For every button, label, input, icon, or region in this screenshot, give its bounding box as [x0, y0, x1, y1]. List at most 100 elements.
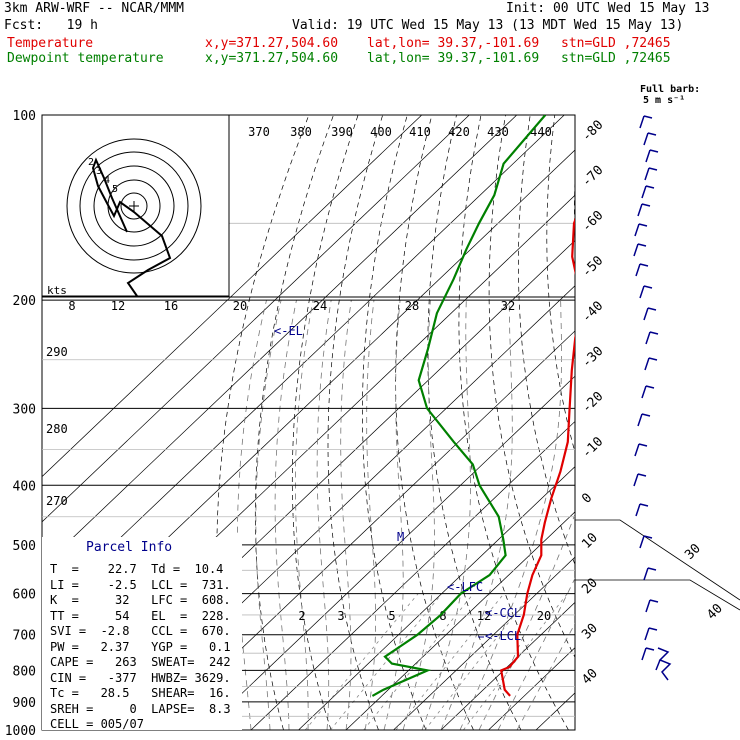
pressure-tick-label: 1000	[5, 724, 36, 739]
pressure-tick-label: 100	[13, 109, 36, 124]
wind-barb-flag	[637, 243, 647, 247]
hodograph-ring	[66, 138, 202, 274]
wind-barb	[639, 535, 645, 549]
isotherm-line	[298, 466, 575, 730]
wind-barb	[645, 599, 651, 613]
wind-barb	[634, 223, 640, 237]
wind-barb-flag	[637, 473, 647, 477]
hodograph-speed-label: 16	[164, 299, 178, 313]
legend-temperature-xy: x,y=371.27,504.60	[205, 36, 339, 51]
legend-temperature-latlon: lat,lon= 39.37,-101.69	[367, 36, 540, 51]
barb-legend-line2: 5 m s⁻¹	[643, 95, 686, 106]
mixing-ratio-label: 3	[337, 609, 344, 623]
isotherm-label: 40	[704, 601, 726, 623]
wind-barb-flag	[649, 599, 659, 603]
mixing-ratio-line	[330, 593, 443, 730]
hodograph-ring-label: 5	[112, 184, 118, 195]
wind-barb-flag	[648, 627, 658, 631]
pressure-tick-label: 800	[13, 664, 36, 679]
isotherm-line	[42, 115, 422, 478]
isotherm-line	[345, 511, 575, 730]
theta-e-label: 390	[331, 125, 353, 139]
hodograph-trace	[91, 157, 172, 297]
dry-adiabat-label: 280	[46, 422, 68, 436]
theta-e-label: 410	[409, 125, 431, 139]
lcl-marker: <-LCL	[485, 629, 522, 643]
isotherm-label: 0	[579, 491, 595, 507]
dry-adiabat-line	[727, 115, 740, 730]
isotherm-line	[42, 115, 565, 613]
model-title: 3km ARW-WRF -- NCAR/MMM	[4, 1, 185, 16]
wind-barb-flag	[641, 413, 651, 417]
parcel-row: Tc = 28.5 SHEAR= 16.	[50, 686, 231, 700]
legend-dewpoint-name: Dewpoint temperature	[7, 51, 164, 66]
temperature-profile	[499, 217, 575, 697]
isotherm-label: 10	[579, 530, 601, 552]
mixing-ratio-line	[363, 593, 474, 730]
el-marker: <-EL	[274, 324, 303, 338]
wind-barb-flag	[647, 567, 657, 571]
legend-temperature-name: Temperature	[7, 36, 94, 51]
hodograph-speed-label: 24	[313, 299, 327, 313]
wind-barb-flag	[648, 357, 658, 361]
wind-barb-flag	[647, 307, 657, 311]
isotherm-label: 30	[579, 621, 601, 643]
hodograph-ring-label: 4	[104, 175, 110, 186]
wind-barb-flag	[649, 149, 659, 153]
wind-barb	[635, 503, 641, 517]
isotherm-label: -30	[579, 344, 606, 371]
parcel-row: LI = -2.5 LCL = 731.	[50, 578, 231, 592]
theta-e-label: 380	[290, 125, 312, 139]
isotherm-line	[42, 115, 470, 523]
isotherm-label: 40	[579, 666, 601, 688]
hodograph-ring	[120, 192, 148, 220]
isotherm-label: 20	[579, 576, 601, 598]
dry-adiabat-line	[395, 115, 474, 730]
pressure-tick-label: 200	[13, 294, 36, 309]
lfc-marker: <-LFC	[447, 580, 484, 594]
dry-adiabat-line	[702, 115, 740, 730]
pressure-tick-label: 500	[13, 539, 36, 554]
mixing-ratio-line	[395, 593, 505, 730]
legend-temperature-stn: stn=GLD ,72465	[561, 36, 671, 51]
isotherm-label: -70	[579, 163, 606, 190]
wind-barb-flag	[643, 115, 653, 119]
hodograph-speed-label: 8	[68, 299, 75, 313]
isotherm-label: 30	[682, 541, 704, 563]
theta-e-label: 420	[448, 125, 470, 139]
moist-adiabat-line	[516, 622, 575, 730]
isotherm-label: -60	[579, 208, 606, 235]
dry-adiabat-line	[574, 170, 575, 251]
dry-adiabat-label: 290	[46, 345, 68, 359]
isotherm-line	[584, 115, 740, 730]
wind-barb	[643, 567, 649, 581]
wind-barb	[644, 167, 650, 181]
legend-dewpoint-xy: x,y=371.27,504.60	[205, 51, 339, 66]
parcel-row: T = 22.7 Td = 10.4	[50, 562, 224, 576]
ccl-marker: <-CCL	[485, 606, 522, 620]
mixing-ratio-line	[424, 593, 532, 730]
dry-adiabat-line	[601, 115, 740, 730]
hodograph-unit-label: kts	[47, 284, 67, 297]
wind-barb-flag	[648, 167, 658, 171]
wind-barb-flag	[641, 203, 651, 207]
hodograph-speed-label: 32	[501, 299, 515, 313]
parcel-info-box	[42, 537, 242, 730]
valid-time: Valid: 19 UTC Wed 15 May 13 (13 MDT Wed …	[292, 18, 684, 33]
wind-barb-flag	[647, 132, 657, 136]
wind-barb	[639, 285, 645, 299]
forecast-hour: Fcst: 19 h	[4, 18, 98, 33]
isotherm-label: -50	[579, 253, 606, 280]
parcel-row: SREH = 0 LAPSE= 8.3	[50, 702, 231, 716]
wind-barb	[637, 203, 643, 217]
hodograph-speed-label: 28	[405, 299, 419, 313]
parcel-row: K = 32 LFC = 608.	[50, 593, 231, 607]
parcel-row: CELL = 005/07	[50, 717, 144, 731]
pressure-tick-label: 900	[13, 696, 36, 711]
mixing-ratio-label: 20	[537, 609, 551, 623]
wind-barb	[637, 413, 643, 427]
wind-barb-flag	[645, 647, 655, 651]
isotherm-line	[155, 330, 575, 730]
mixing-ratio-label: 12	[477, 609, 491, 623]
